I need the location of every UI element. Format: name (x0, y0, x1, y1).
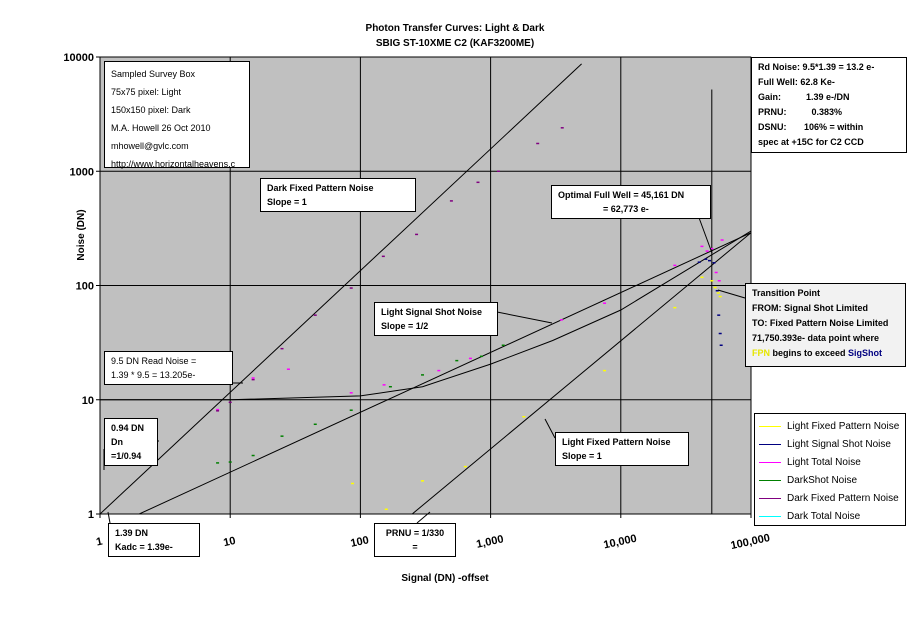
legend-swatch (759, 461, 781, 463)
annotation-arrow (496, 311, 553, 324)
legend-item: Light Fixed Pattern Noise (759, 417, 901, 435)
legend-label: DarkShot Noise (787, 474, 858, 486)
annotation-arrow (697, 214, 713, 254)
x-tick-label: 100,000 (730, 532, 771, 552)
legend-label: Light Total Noise (787, 456, 861, 468)
param-line: Rd Noise: 9.5*1.39 = 13.2 e- (758, 62, 875, 72)
prnu-line2: = (412, 542, 418, 552)
read-noise-label: 9.5 DN Read Noise = 1.39 * 9.5 = 13.205e… (104, 351, 233, 385)
fit-line (411, 232, 751, 514)
chart-subtitle: SBIG ST-10XME C2 (KAF3200ME) (376, 38, 534, 49)
y-tick-label: 100 (76, 281, 94, 293)
sample-line: 150x150 pixel: Dark (111, 105, 191, 115)
transition-to: TO: Fixed Pattern Noise Limited (752, 318, 889, 328)
params-box: Rd Noise: 9.5*1.39 = 13.2 e- Full Well: … (751, 57, 907, 153)
dn-label: 0.94 DN Dn =1/0.94 (104, 418, 158, 466)
fpn-word: FPN (752, 348, 770, 358)
legend-item: DarkShot Noise (759, 471, 901, 489)
legend-item: Light Signal Shot Noise (759, 435, 901, 453)
legend-item: Dark Fixed Pattern Noise (759, 489, 901, 507)
legend-swatch (759, 425, 781, 427)
legend-item: Light Total Noise (759, 453, 901, 471)
fit-line (100, 230, 751, 401)
read-noise-line2: 1.39 * 9.5 = 13.205e- (111, 370, 196, 380)
param-line: DSNU: 106% = within (758, 122, 864, 132)
annotation-arrow (717, 289, 746, 299)
sample-line: Sampled Survey Box (111, 69, 196, 79)
sample-line: http://www.horizontalheavens.c (111, 159, 236, 169)
annotation-arrow (416, 511, 431, 524)
shot-title: Light Signal Shot Noise (381, 307, 482, 317)
legend-swatch (759, 497, 781, 499)
kadc-label: 1.39 DN Kadc = 1.39e- (108, 523, 200, 557)
y-axis-label: Noise (DN) (76, 209, 87, 260)
x-tick-label: 100 (350, 534, 370, 550)
y-tick-label: 10 (82, 395, 94, 407)
shot-noise-label: Light Signal Shot Noise Slope = 1/2 (374, 302, 498, 336)
dark-fpn-title: Dark Fixed Pattern Noise (267, 183, 374, 193)
light-fpn-label: Light Fixed Pattern Noise Slope = 1 (555, 432, 689, 466)
light-fpn-title: Light Fixed Pattern Noise (562, 437, 671, 447)
annotation-arrow (544, 418, 556, 439)
x-tick-label: 10 (222, 535, 236, 549)
full-well-dn: Optimal Full Well = 45,161 DN (558, 190, 685, 200)
y-tick-label: 1000 (70, 166, 94, 178)
sample-line: 75x75 pixel: Light (111, 87, 182, 97)
shot-slope: Slope = 1/2 (381, 321, 429, 331)
read-noise-line1: 9.5 DN Read Noise = (111, 356, 197, 366)
dn-line2: Dn (111, 437, 123, 447)
data-points (216, 127, 724, 511)
chart-title: Photon Transfer Curves: Light & Dark (366, 23, 545, 34)
fit-line (100, 63, 582, 514)
annotation-arrow (107, 511, 111, 524)
full-well-e: = 62,773 e- (558, 204, 649, 214)
sigshot-word: SigShot (848, 348, 883, 358)
transition-title: Transition Point (752, 288, 821, 298)
sample-line: mhowell@gvlc.com (111, 141, 189, 151)
transition-exceed: FPN begins to exceed SigShot (752, 346, 899, 361)
param-line: Gain: 1.39 e-/DN (758, 92, 850, 102)
x-tick-label: 1,000 (475, 533, 504, 550)
legend-label: Light Fixed Pattern Noise (787, 420, 900, 432)
kadc-line1: 1.39 DN (115, 528, 149, 538)
y-tick-labels: 1 10 100 1000 10000 (63, 52, 94, 521)
dn-line3: =1/0.94 (111, 451, 142, 461)
transition-point-box: Transition Point FROM: Signal Shot Limit… (745, 283, 906, 367)
y-tick-label: 1 (88, 509, 94, 521)
param-line: PRNU: 0.383% (758, 107, 843, 117)
transition-point: 71,750.393e- data point where (752, 333, 880, 343)
light-fpn-slope: Slope = 1 (562, 451, 602, 461)
param-line: spec at +15C for C2 CCD (758, 137, 864, 147)
legend-item: Dark Total Noise (759, 507, 901, 525)
param-line: Full Well: 62.8 Ke- (758, 77, 835, 87)
dn-line1: 0.94 DN (111, 423, 145, 433)
transition-from: FROM: Signal Shot Limited (752, 303, 868, 313)
legend-label: Light Signal Shot Noise (787, 438, 891, 450)
fit-lines (100, 63, 751, 514)
kadc-line2: Kadc = 1.39e- (115, 542, 173, 552)
fit-line (138, 232, 751, 514)
dark-fpn-label: Dark Fixed Pattern Noise Slope = 1 (260, 178, 416, 212)
legend-label: Dark Fixed Pattern Noise (787, 492, 899, 504)
legend-label: Dark Total Noise (787, 510, 861, 522)
legend-swatch (759, 443, 781, 445)
y-tick-label: 10000 (63, 52, 94, 64)
legend: Light Fixed Pattern Noise Light Signal S… (754, 413, 906, 526)
x-axis-label: Signal (DN) -offset (401, 573, 489, 584)
sample-line: M.A. Howell 26 Oct 2010 (111, 123, 211, 133)
legend-swatch (759, 515, 781, 517)
sample-box: Sampled Survey Box 75x75 pixel: Light 15… (104, 61, 250, 169)
full-well-label: Optimal Full Well = 45,161 DN = 62,773 e… (551, 185, 711, 219)
prnu-line1: PRNU = 1/330 (385, 528, 445, 538)
legend-swatch (759, 479, 781, 481)
exceed-word: begins to exceed (770, 348, 849, 358)
prnu-label: PRNU = 1/330 = (374, 523, 456, 557)
dark-fpn-slope: Slope = 1 (267, 197, 307, 207)
x-tick-label: 10,000 (602, 533, 637, 552)
x-tick-label: 1 (95, 536, 103, 549)
